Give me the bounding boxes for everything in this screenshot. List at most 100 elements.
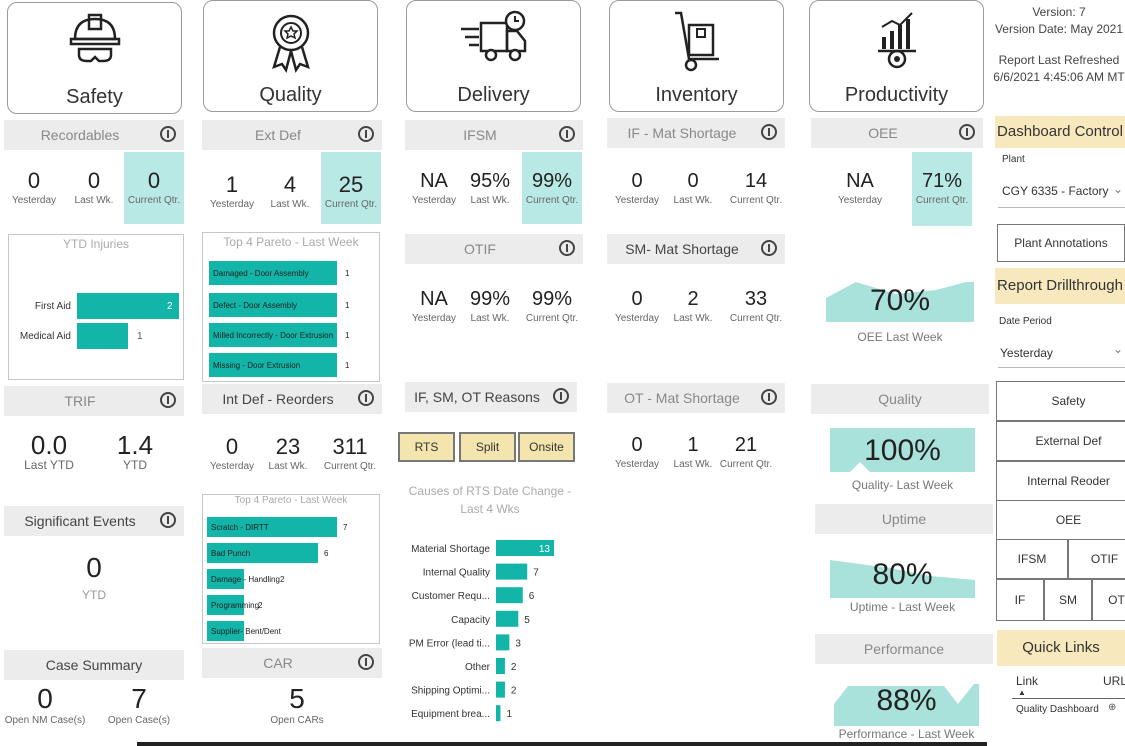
trif-header: TRIF (4, 386, 184, 416)
info-icon[interactable] (553, 388, 569, 404)
pareto-bar[interactable] (207, 595, 244, 615)
quality-week-value: 100% (864, 434, 941, 467)
link-icon[interactable]: ⊕ (1108, 702, 1117, 713)
kpi-current-qtr: 99% Current Qtr. (525, 288, 579, 324)
pareto-bar[interactable] (209, 353, 337, 377)
info-icon[interactable] (761, 389, 777, 405)
pareto-bar[interactable] (207, 569, 244, 589)
plant-annotations-button[interactable]: Plant Annotations (997, 224, 1125, 262)
recordables-header: Recordables (4, 120, 184, 150)
ot-shortage-header: OT - Mat Shortage (607, 383, 785, 413)
productivity-card-label: Productivity (844, 84, 949, 106)
rts-value-label: 2 (511, 686, 517, 697)
performance-week-label: Performance - Last Week (838, 727, 975, 741)
uptime-sparkline (830, 560, 975, 598)
drill-external-def-button[interactable]: External Def (996, 421, 1125, 461)
link-row-label[interactable]: Quality Dashboard (1016, 704, 1099, 715)
info-icon[interactable] (160, 392, 176, 408)
pareto-bar[interactable] (207, 621, 244, 641)
chevron-down-icon: ⌄ (1112, 182, 1123, 196)
pareto-bar[interactable] (209, 293, 337, 317)
rts-category-label: Customer Requ... (412, 591, 490, 602)
kpi-current-qtr: 21 Current Qtr. (719, 434, 773, 470)
kpi-last-wk: 0 Last Wk. (74, 168, 114, 206)
info-icon[interactable] (959, 124, 975, 140)
info-icon[interactable] (358, 390, 374, 406)
quality-card[interactable]: Quality (203, 0, 378, 112)
info-icon[interactable] (358, 126, 374, 142)
plant-select[interactable]: CGY 6335 - Factory ⌄ (998, 174, 1125, 208)
rts-bar[interactable] (496, 705, 501, 722)
rts-button[interactable]: RTS (398, 432, 455, 462)
kpi-current-qtr: 311 Current Qtr. (323, 434, 377, 472)
plant-label: Plant (1002, 154, 1025, 165)
rts-bar[interactable] (496, 563, 528, 580)
oee-week-label: OEE Last Week (857, 330, 943, 344)
info-icon[interactable] (160, 512, 176, 528)
info-icon[interactable] (559, 240, 575, 256)
rts-bar[interactable] (496, 681, 505, 698)
drill-ifsm-button[interactable]: IFSM (996, 539, 1068, 579)
rts-bar[interactable] (496, 610, 519, 627)
bar-first-aid[interactable] (77, 293, 179, 319)
car-header: CAR (202, 648, 382, 678)
drill-internal-reorder-button[interactable]: Internal Reoder (996, 461, 1125, 501)
bar-medical-aid[interactable] (77, 323, 128, 349)
pareto-bar[interactable] (207, 517, 337, 537)
drill-safety-button[interactable]: Safety (996, 381, 1125, 421)
kpi-current-qtr: 71% Current Qtr. (915, 170, 969, 206)
rts-value-label: 2 (511, 662, 517, 673)
rts-bar[interactable] (496, 587, 523, 604)
col-link-header[interactable]: Link (1016, 674, 1039, 688)
performance-header: Performance (815, 634, 993, 664)
highlight-current-qtr (912, 152, 972, 226)
highlight-current-qtr (522, 152, 582, 224)
plant-select-value: CGY 6335 - Factory (1002, 184, 1109, 198)
drill-if-button[interactable]: IF (996, 579, 1044, 621)
bottom-scrollbar[interactable] (137, 742, 987, 746)
date-period-select[interactable]: Yesterday ⌄ (998, 336, 1125, 368)
kpi-yesterday: 0 Yesterday (614, 170, 660, 206)
info-icon[interactable] (358, 654, 374, 670)
info-icon[interactable] (761, 124, 777, 140)
quick-links-header: Quick Links (997, 630, 1125, 666)
drill-otif-button[interactable]: OTIF (1068, 539, 1125, 579)
kpi-yesterday: NA Yesterday (411, 170, 457, 206)
info-icon[interactable] (559, 126, 575, 142)
pareto-bar[interactable] (209, 261, 337, 285)
delivery-card[interactable]: Delivery (406, 0, 581, 112)
pareto-bar[interactable] (209, 323, 337, 347)
performance-sparkline (834, 684, 979, 726)
kpi-last-wk: 95% Last Wk. (469, 170, 511, 206)
onsite-button[interactable]: Onsite (518, 432, 575, 462)
col-url-header[interactable]: URL (1103, 674, 1125, 688)
rts-value-label: 5 (524, 615, 530, 626)
version-number: Version: 7 (1032, 5, 1086, 19)
drill-oee-button[interactable]: OEE (996, 500, 1125, 540)
quality-sparkline (830, 428, 975, 472)
drill-sm-button[interactable]: SM (1044, 579, 1092, 621)
kpi-current-qtr: 99% Current Qtr. (525, 170, 579, 206)
pareto-bar[interactable] (207, 543, 318, 563)
rts-bar[interactable] (496, 634, 510, 651)
dashboard-control-header: Dashboard Control (995, 116, 1125, 148)
productivity-card[interactable]: Productivity (809, 0, 984, 112)
safety-card[interactable]: Safety (7, 2, 182, 114)
kpi-open-cases: 7 Open Case(s) (107, 683, 171, 727)
hand-truck-icon (674, 11, 719, 72)
split-button[interactable]: Split (459, 432, 516, 462)
info-icon[interactable] (160, 126, 176, 142)
info-icon[interactable] (761, 240, 777, 256)
pareto-ext-chart: Top 4 Pareto - Last Week Damaged - Door … (202, 232, 380, 382)
kpi-ytd: 1.4 YTD (116, 430, 154, 472)
rts-bar[interactable] (496, 540, 554, 556)
kpi-yesterday: 1 Yesterday (209, 172, 255, 210)
rts-bar[interactable] (496, 658, 505, 674)
drill-ot-button[interactable]: OT (1092, 579, 1125, 621)
rts-chart-title: Causes of RTS Date Change - Last 4 Wks (408, 484, 572, 516)
ext-def-header: Ext Def (202, 120, 382, 150)
chevron-down-icon: ⌄ (1112, 342, 1123, 356)
ytd-injuries-chart: YTD Injuries First Aid 2 Medical Aid 1 (8, 234, 184, 380)
inventory-card[interactable]: Inventory (609, 0, 784, 112)
delivery-card-label: Delivery (457, 84, 530, 106)
